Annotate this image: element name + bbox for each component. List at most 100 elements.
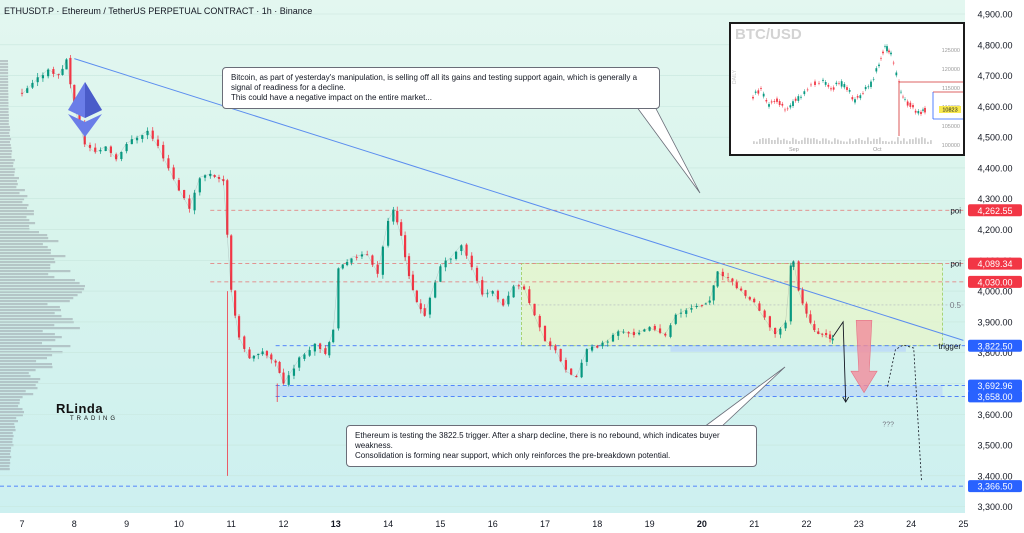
candle-body: [744, 290, 747, 296]
candle-body: [817, 331, 820, 334]
volume-profile-bar: [0, 438, 13, 441]
price-axis-tick: 4,400.00: [977, 163, 1012, 173]
candle-body: [125, 143, 128, 152]
candle-body: [265, 351, 269, 356]
trigger-zone-box: [670, 345, 906, 352]
time-axis-tick: 21: [749, 519, 759, 529]
candle-body: [360, 254, 364, 257]
candle-body: [26, 88, 29, 93]
inset-price-tick: 115000: [942, 86, 960, 92]
volume-profile-bar: [0, 267, 51, 270]
candle-body: [559, 348, 562, 362]
volume-profile-bar: [0, 96, 9, 99]
candle-body: [789, 265, 792, 322]
inset-candle-body: [888, 50, 890, 53]
volume-profile-bar: [0, 441, 13, 444]
candle-body: [507, 295, 510, 305]
candle-body: [522, 286, 526, 290]
candles-layer: [20, 55, 834, 476]
volume-profile-bar: [0, 219, 30, 222]
volume-profile-bar: [0, 417, 17, 420]
candle-body: [726, 277, 730, 278]
time-axis-tick: 9: [124, 519, 129, 529]
volume-profile-bar: [0, 336, 62, 339]
price-level-label: 4,030.00: [977, 277, 1012, 287]
candle-body: [809, 314, 812, 323]
chart-title: ETHUSDT.P · Ethereum / TetherUS PERPETUA…: [4, 6, 313, 16]
inset-candle-body: [924, 107, 926, 113]
price-axis-tick: 3,300.00: [977, 502, 1012, 512]
inset-volume-bar: [918, 138, 920, 144]
candle-body: [209, 173, 212, 177]
inset-volume-bar: [870, 141, 872, 144]
candle-body: [643, 329, 646, 332]
price-level-label-bg: [968, 204, 1022, 217]
candle-body: [183, 190, 186, 199]
inset-volume-bar: [819, 140, 821, 144]
candle-body: [350, 258, 353, 263]
inset-volume-bar: [771, 140, 773, 144]
candle-body: [243, 336, 246, 349]
inset-volume-bar: [816, 139, 818, 144]
inset-volume-bar: [861, 139, 863, 144]
volume-profile-bar: [0, 462, 11, 465]
projection-arrowhead: [842, 396, 850, 403]
candle-body: [278, 361, 281, 373]
volume-profile-bar: [0, 423, 15, 426]
price-axis-tick: 4,000.00: [977, 287, 1012, 297]
inset-candle-body: [848, 90, 851, 92]
candle-body: [341, 264, 344, 269]
inset-volume-bar: [774, 139, 776, 144]
candle-body: [146, 130, 149, 136]
price-axis-tick: 4,500.00: [977, 133, 1012, 143]
price-path-layer: [21, 59, 833, 384]
candle-body: [230, 235, 233, 290]
volume-profile-bar: [0, 279, 75, 282]
inset-candle-body: [859, 95, 862, 99]
candle-body: [797, 261, 800, 291]
inset-candle-body: [803, 91, 806, 95]
candle-body: [109, 146, 113, 153]
candle-body: [47, 69, 50, 77]
volume-profile-bar: [0, 126, 10, 129]
fib-level-label: 0.5: [950, 301, 962, 310]
volume-profile-bar: [0, 333, 55, 336]
volume-profile-bar: [0, 246, 48, 249]
volume-profile-bar: [0, 348, 52, 351]
candle-body: [784, 322, 787, 329]
candle-body: [319, 343, 322, 350]
inset-volume-bar: [855, 139, 857, 144]
candle-body: [664, 333, 667, 336]
volume-profile-bar: [0, 453, 11, 456]
volume-profile-bar: [0, 63, 9, 66]
candle-body: [69, 57, 72, 85]
candle-body: [156, 139, 160, 146]
candle-body: [162, 144, 165, 159]
volume-profile-bar: [0, 456, 12, 459]
inset-candle-body: [786, 108, 789, 110]
candle-body: [324, 348, 327, 354]
candle-body: [831, 338, 834, 341]
volume-profile-bar: [0, 234, 48, 237]
inset-candle-body: [912, 105, 914, 108]
volume-profile-bar: [0, 90, 9, 93]
inset-volume-bar: [849, 138, 851, 144]
inset-volume-bar: [834, 138, 836, 144]
time-axis-tick: 25: [958, 519, 968, 529]
candle-body: [444, 260, 447, 268]
callout-eth-pointer: [699, 366, 786, 431]
inset-volume-bar: [876, 139, 878, 144]
candle-body: [237, 316, 241, 338]
volume-profile-bar: [0, 411, 24, 414]
volume-profile-bar: [0, 60, 8, 63]
time-axis-tick: 11: [227, 519, 236, 529]
inset-volume-bar: [930, 140, 932, 144]
candle-body: [653, 325, 656, 330]
inset-volume-bar: [900, 140, 902, 144]
volume-profile: [0, 60, 85, 471]
inset-candle-body: [797, 96, 800, 101]
volume-profile-bar: [0, 81, 9, 84]
inset-volume-bar: [807, 137, 809, 144]
inset-candle-body: [902, 96, 904, 98]
